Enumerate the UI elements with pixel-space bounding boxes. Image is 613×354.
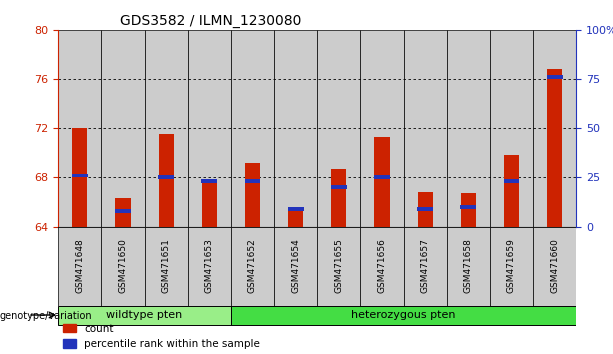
Bar <box>547 75 563 79</box>
Text: GSM471660: GSM471660 <box>550 239 559 293</box>
Bar <box>72 173 88 177</box>
Bar <box>331 169 346 227</box>
Text: genotype/variation: genotype/variation <box>0 311 93 321</box>
Bar <box>331 185 347 189</box>
Bar <box>318 30 360 227</box>
Bar <box>58 30 101 227</box>
Text: heterozygous pten: heterozygous pten <box>351 310 456 320</box>
Bar <box>145 227 188 306</box>
Bar <box>231 30 274 227</box>
Text: GSM471654: GSM471654 <box>291 239 300 293</box>
Bar <box>318 227 360 306</box>
Bar <box>188 30 231 227</box>
Bar <box>360 30 403 227</box>
Text: GSM471658: GSM471658 <box>464 239 473 293</box>
Text: GSM471656: GSM471656 <box>378 239 386 293</box>
Bar <box>72 128 88 227</box>
Bar <box>101 30 145 227</box>
Bar <box>115 198 131 227</box>
Bar <box>115 209 131 213</box>
Bar <box>533 227 576 306</box>
Bar <box>287 207 303 211</box>
Text: GSM471652: GSM471652 <box>248 239 257 293</box>
Bar <box>374 176 390 179</box>
Bar <box>245 163 260 227</box>
Bar <box>447 30 490 227</box>
Text: GSM471655: GSM471655 <box>334 239 343 293</box>
Bar <box>375 137 389 227</box>
Bar <box>288 211 303 227</box>
Bar <box>58 306 231 325</box>
Legend: count, percentile rank within the sample: count, percentile rank within the sample <box>63 324 260 349</box>
Bar <box>158 176 174 179</box>
Text: GDS3582 / ILMN_1230080: GDS3582 / ILMN_1230080 <box>120 14 302 28</box>
Text: GSM471659: GSM471659 <box>507 239 516 293</box>
Bar <box>403 227 447 306</box>
Bar <box>159 135 173 227</box>
Bar <box>360 227 403 306</box>
Text: GSM471653: GSM471653 <box>205 239 214 293</box>
Text: wildtype pten: wildtype pten <box>107 310 183 320</box>
Bar <box>461 193 476 227</box>
Bar <box>460 205 476 209</box>
Bar <box>504 155 519 227</box>
Text: GSM471648: GSM471648 <box>75 239 85 293</box>
Bar <box>447 227 490 306</box>
Bar <box>533 30 576 227</box>
Bar <box>202 179 217 183</box>
Bar <box>547 69 562 227</box>
Bar <box>245 179 261 183</box>
Bar <box>231 227 274 306</box>
Text: GSM471651: GSM471651 <box>162 239 170 293</box>
Bar <box>145 30 188 227</box>
Bar <box>490 30 533 227</box>
Bar <box>503 179 519 183</box>
Text: GSM471650: GSM471650 <box>118 239 128 293</box>
Bar <box>101 227 145 306</box>
Bar <box>274 227 318 306</box>
Text: GSM471657: GSM471657 <box>421 239 430 293</box>
Bar <box>417 192 433 227</box>
Bar <box>202 179 217 227</box>
Bar <box>403 30 447 227</box>
Bar <box>274 30 318 227</box>
Bar <box>417 207 433 211</box>
Bar <box>231 306 576 325</box>
Bar <box>188 227 231 306</box>
Bar <box>58 227 101 306</box>
Bar <box>490 227 533 306</box>
